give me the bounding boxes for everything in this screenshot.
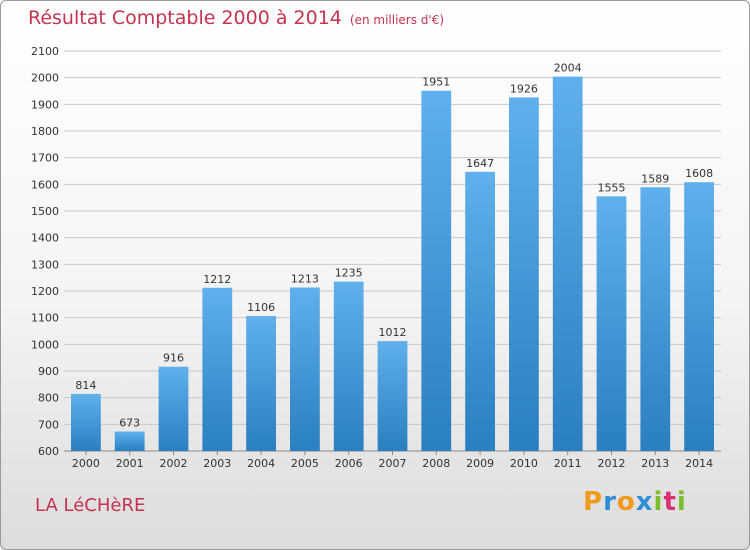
x-tick-label: 2007 xyxy=(379,457,407,470)
bar-value-label: 1555 xyxy=(598,181,626,194)
x-tick-label: 2014 xyxy=(685,457,713,470)
bar-value-label: 814 xyxy=(75,379,96,392)
bar xyxy=(421,90,452,451)
y-tick-label: 1400 xyxy=(31,232,59,245)
logo-letter: x xyxy=(635,487,654,517)
y-tick-label: 1700 xyxy=(31,152,59,165)
bar-value-label: 1608 xyxy=(685,167,713,180)
bar xyxy=(333,281,364,451)
x-tick-label: 2011 xyxy=(554,457,582,470)
y-tick-label: 1600 xyxy=(31,178,59,191)
bar-value-label: 1212 xyxy=(203,273,231,286)
bar xyxy=(71,393,101,451)
y-tick-label: 1800 xyxy=(31,125,59,138)
logo-letter: r xyxy=(603,487,617,517)
logo-letter: o xyxy=(616,487,636,517)
title-text: Résultat Comptable 2000 à 2014 xyxy=(28,7,342,29)
bar-value-label: 1589 xyxy=(641,172,669,185)
bar xyxy=(290,287,320,451)
bar-value-label: 1951 xyxy=(422,76,450,89)
chart-subtitle: (en milliers d'€) xyxy=(349,13,445,27)
bar-value-label: 1235 xyxy=(335,267,363,280)
y-tick-label: 1100 xyxy=(31,312,59,325)
x-tick-label: 2013 xyxy=(641,457,669,470)
bar xyxy=(377,341,408,451)
bar xyxy=(509,97,539,452)
commune-name: LA LéCHèRE xyxy=(35,495,146,516)
logo-letter: i xyxy=(676,487,687,517)
bar xyxy=(552,76,583,451)
bar-value-label: 1106 xyxy=(247,301,275,314)
bar-value-label: 673 xyxy=(119,417,140,430)
y-tick-label: 800 xyxy=(38,392,59,405)
x-tick-label: 2003 xyxy=(203,457,231,470)
x-tick-label: 2010 xyxy=(510,457,538,470)
x-tick-label: 2009 xyxy=(466,457,494,470)
logo-letter: i xyxy=(653,487,664,517)
bar xyxy=(158,366,189,451)
logo-letter: t xyxy=(663,487,677,517)
y-tick-label: 1200 xyxy=(31,285,59,298)
x-tick-label: 2006 xyxy=(335,457,363,470)
chart-title: Résultat Comptable 2000 à 2014 (en millie… xyxy=(28,7,444,29)
x-tick-label: 2012 xyxy=(598,457,626,470)
bar xyxy=(596,196,627,451)
bar xyxy=(202,287,233,451)
logo-letter: P xyxy=(583,487,604,517)
bar xyxy=(114,431,145,451)
bar xyxy=(465,171,495,452)
y-tick-label: 2000 xyxy=(31,72,59,85)
proxiti-logo: Proxiti xyxy=(583,487,687,517)
x-tick-label: 2000 xyxy=(72,457,100,470)
y-tick-label: 900 xyxy=(38,365,59,378)
x-tick-label: 2001 xyxy=(116,457,144,470)
bar-value-label: 916 xyxy=(163,352,184,365)
x-tick-label: 2008 xyxy=(422,457,450,470)
bar-value-label: 1012 xyxy=(379,326,407,339)
bar-value-label: 1926 xyxy=(510,82,538,95)
y-tick-label: 1900 xyxy=(31,98,59,111)
y-tick-label: 700 xyxy=(38,418,59,431)
bar-value-label: 1213 xyxy=(291,273,319,286)
bar xyxy=(684,182,714,451)
x-tick-label: 2005 xyxy=(291,457,319,470)
bar xyxy=(246,316,276,451)
bar xyxy=(640,187,671,451)
y-tick-label: 2100 xyxy=(31,45,59,58)
x-tick-label: 2004 xyxy=(247,457,275,470)
bar-value-label: 1647 xyxy=(466,157,494,170)
bar-value-label: 2004 xyxy=(554,62,582,75)
y-tick-label: 1500 xyxy=(31,205,59,218)
y-tick-label: 600 xyxy=(38,445,59,458)
x-tick-label: 2002 xyxy=(160,457,188,470)
y-tick-label: 1300 xyxy=(31,258,59,271)
y-tick-label: 1000 xyxy=(31,338,59,351)
